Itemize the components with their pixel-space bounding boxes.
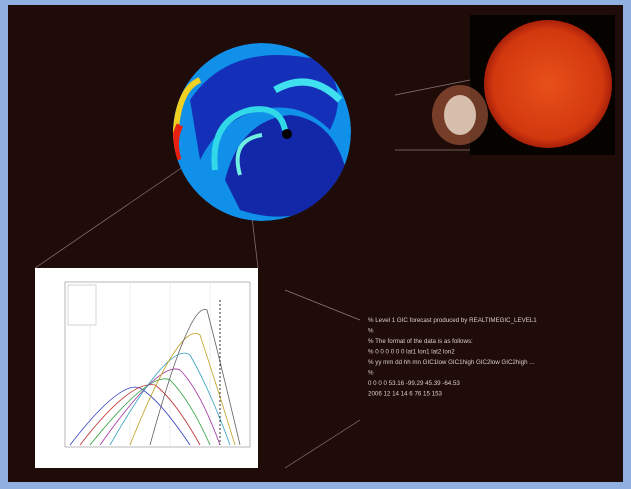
data-line: %: [368, 370, 374, 377]
heliosphere-simulation: [173, 43, 351, 221]
probability-chart: [35, 268, 258, 468]
sun: [484, 20, 612, 148]
data-line: 2006 12 14 14 6 76 15 153: [368, 391, 443, 398]
data-line: % Level 1 GIC forecast produced by REALT…: [368, 317, 537, 324]
illustration: % Level 1 GIC forecast produced by REALT…: [0, 0, 631, 489]
data-line: % The format of the data is as follows:: [368, 338, 473, 345]
data-line: % 0 0 0 0 0 0 lat1 lon1 lat2 lon2: [368, 349, 455, 356]
data-line: 0 0 0 0 53.16 -99.29 45.39 -64.53: [368, 380, 460, 387]
data-line: %: [368, 328, 374, 335]
cme-core: [444, 95, 476, 135]
data-line: % yy mm dd hh mn GIC1low GIC1high GIC2lo…: [368, 359, 535, 366]
page: {"data_file": {"lines": [ "% Level 1 GIC…: [0, 0, 631, 489]
